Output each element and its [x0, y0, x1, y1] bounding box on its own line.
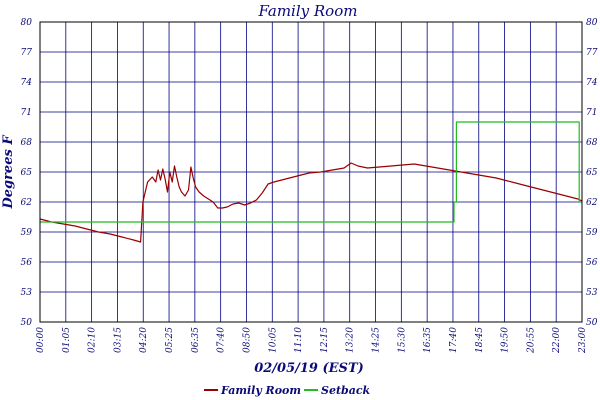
x-tick-label: 05:25 [165, 327, 175, 353]
y-tick-label-right: 80 [586, 18, 598, 28]
y-tick-label-right: 53 [586, 288, 598, 298]
x-tick-label: 22:00 [552, 327, 562, 354]
y-tick-label-left: 65 [21, 168, 33, 178]
y-tick-label-right: 65 [586, 168, 598, 178]
y-tick-label-left: 68 [21, 138, 33, 148]
legend-label-setback: Setback [321, 384, 371, 397]
x-tick-label: 03:15 [113, 327, 123, 353]
grid [39, 21, 583, 323]
series-lines [39, 121, 583, 243]
x-tick-label: 01:05 [62, 327, 72, 353]
y-tick-label-right: 59 [586, 228, 598, 238]
y-tick-label-left: 74 [21, 78, 33, 88]
x-tick-labels: 00:00 01:05 02:10 03:15 04:20 05:25 06:35 07:40… [36, 327, 588, 354]
x-tick-label: 07:40 [217, 327, 227, 353]
x-axis-title: 02/05/19 (EST) [254, 361, 364, 376]
y-tick-label-right: 71 [586, 108, 597, 118]
x-tick-label: 19:50 [501, 327, 511, 353]
y-tick-labels-left: 50 53 56 59 62 65 68 71 74 77 80 [21, 18, 33, 328]
x-tick-label: 02:10 [88, 327, 98, 353]
y-tick-label-left: 62 [21, 198, 33, 208]
x-tick-label: 20:55 [526, 327, 536, 354]
x-tick-label: 13:20 [346, 327, 356, 353]
y-tick-label-right: 50 [586, 318, 598, 328]
y-tick-labels-right: 50 53 56 59 62 65 68 71 74 77 80 [586, 18, 598, 328]
x-tick-label: 08:50 [242, 327, 252, 353]
x-tick-label: 10:05 [268, 327, 278, 353]
y-tick-label-left: 53 [21, 288, 33, 298]
x-tick-label: 04:20 [139, 327, 149, 353]
y-axis-title: Degrees F [1, 135, 16, 210]
y-tick-label-left: 77 [21, 48, 33, 58]
legend-label-family-room: Family Room [220, 384, 301, 397]
y-tick-label-right: 56 [586, 258, 598, 268]
x-tick-label: 15:30 [397, 327, 407, 353]
series-line-setback [40, 121, 582, 223]
x-tick-label: 11:10 [294, 327, 304, 353]
series-line-family-room [39, 162, 583, 243]
x-tick-label: 18:45 [475, 327, 485, 353]
legend: Family Room Setback [204, 384, 371, 397]
x-tick-label: 16:35 [423, 327, 433, 353]
x-tick-label: 00:00 [36, 327, 46, 353]
chart-title: Family Room [258, 2, 358, 20]
x-tick-label: 23:00 [578, 327, 588, 354]
y-tick-label-left: 80 [21, 18, 33, 28]
y-tick-label-left: 50 [21, 318, 33, 328]
y-tick-label-left: 71 [21, 108, 32, 118]
x-tick-label: 06:35 [191, 327, 201, 353]
y-tick-label-right: 74 [586, 78, 598, 88]
y-tick-label-right: 68 [586, 138, 598, 148]
y-tick-label-right: 62 [586, 198, 598, 208]
plot-frame [39, 21, 583, 323]
y-tick-label-left: 56 [21, 258, 33, 268]
y-tick-label-left: 59 [21, 228, 33, 238]
x-tick-label: 12:15 [320, 327, 330, 353]
x-tick-label: 17:40 [449, 327, 459, 353]
y-tick-label-right: 77 [586, 48, 598, 58]
x-tick-label: 14:25 [372, 327, 382, 353]
